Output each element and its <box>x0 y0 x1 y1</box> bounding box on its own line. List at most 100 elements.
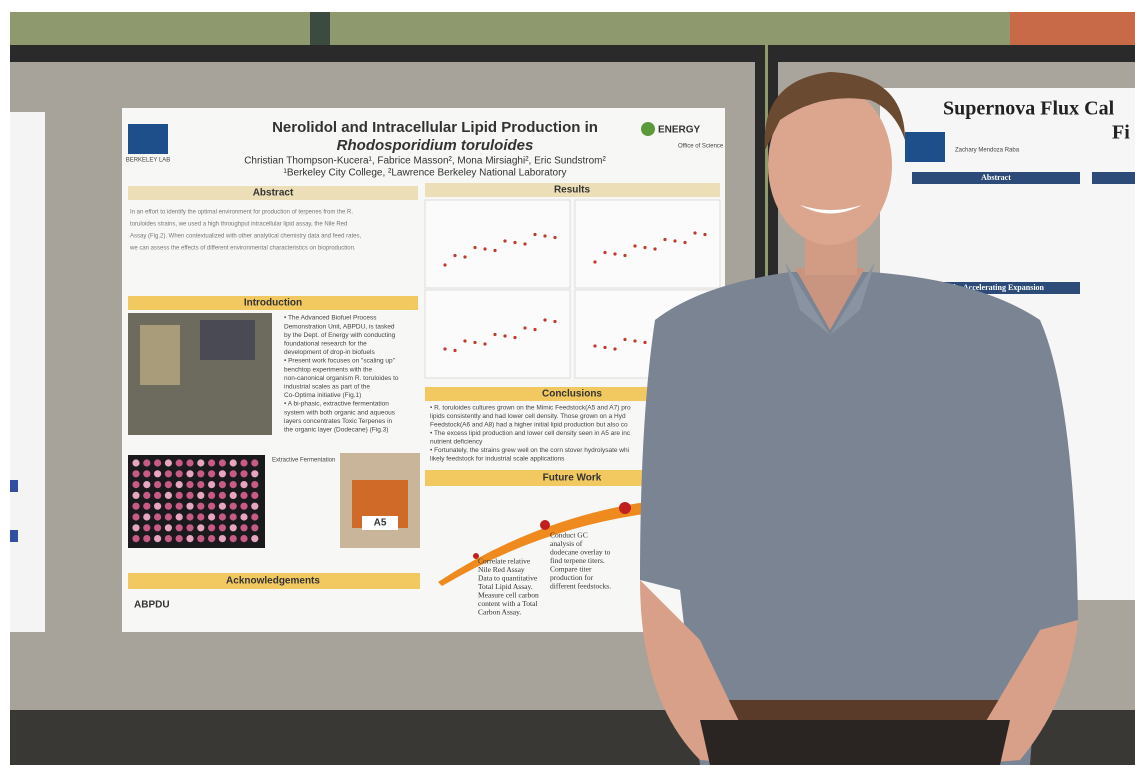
graph-panel <box>574 199 721 289</box>
section-bar <box>912 172 1080 184</box>
graph-dot <box>483 247 487 251</box>
graph-dot <box>553 235 557 240</box>
well <box>132 470 140 478</box>
section-bar <box>128 573 420 589</box>
text: likely feedstock for industrial scale ap… <box>430 456 565 463</box>
text: development of drop-in biofuels <box>284 349 375 356</box>
well <box>251 524 259 532</box>
well <box>197 459 205 467</box>
well <box>186 535 194 543</box>
mark <box>10 480 18 492</box>
well <box>240 470 248 478</box>
text: Carbon Assay. <box>478 608 521 617</box>
well <box>175 481 183 489</box>
text: system with both organic and aqueous <box>284 409 396 416</box>
graph-dot <box>643 340 647 345</box>
text: ENERGY <box>658 125 701 136</box>
text: Demonstration Unit, ABPDU, is tasked <box>284 323 395 330</box>
well <box>186 502 194 510</box>
well <box>132 513 140 521</box>
well <box>175 524 183 532</box>
graph-dot <box>643 245 647 250</box>
pants <box>700 720 1010 765</box>
well <box>229 459 237 467</box>
person <box>640 72 1078 765</box>
well <box>218 502 226 510</box>
well <box>143 470 151 478</box>
well <box>208 481 216 489</box>
text: Rhodosporidium toruloides <box>337 137 534 154</box>
graph-dot <box>463 339 467 343</box>
text: industrial scales as part of the <box>284 384 370 391</box>
graph-dot <box>483 342 487 346</box>
well <box>175 491 183 499</box>
well <box>208 513 216 521</box>
well <box>143 491 151 499</box>
well <box>240 524 248 532</box>
timeline-dot <box>473 553 479 559</box>
text: In an effort to identify the optimal env… <box>130 210 353 216</box>
graph-dot <box>453 348 457 353</box>
graph-dot <box>473 245 477 250</box>
text: Acknowledgements <box>226 576 320 587</box>
well <box>154 535 162 543</box>
text: ABPDU <box>134 600 170 611</box>
text: Supernova Flux Cal <box>943 98 1115 120</box>
text: Office of Science <box>678 144 724 150</box>
text: • A bi-phasic, extractive fermentation <box>284 401 389 408</box>
equipment <box>200 320 255 360</box>
text: production for <box>550 573 594 582</box>
well <box>240 491 248 499</box>
well <box>132 481 140 489</box>
well <box>197 535 205 543</box>
well <box>251 535 259 543</box>
text: dodecane overlay to <box>550 548 611 557</box>
text: Future Work <box>543 473 602 484</box>
section-bar <box>128 296 418 310</box>
text: content with a Total <box>478 599 538 608</box>
well <box>208 524 216 532</box>
text: Nile Red Assay <box>478 565 525 574</box>
well <box>251 459 259 467</box>
graph-dot <box>673 239 677 243</box>
smile <box>800 205 862 214</box>
text: • Fortunately, the strains grew well on … <box>430 447 629 454</box>
text: • The Advanced Biofuel Process <box>284 315 377 322</box>
graph-dot <box>533 327 537 332</box>
well <box>154 491 162 499</box>
well <box>164 502 172 510</box>
well <box>143 459 151 467</box>
graph-dot <box>603 250 607 255</box>
graph-dot <box>523 326 527 330</box>
well <box>175 513 183 521</box>
well <box>218 459 226 467</box>
graph-dot <box>633 244 637 248</box>
timeline-arrow <box>438 500 660 586</box>
well <box>240 535 248 543</box>
text: layers concentrates Toxic Terpenes in <box>284 418 393 425</box>
text: Data to quantitative <box>478 574 538 583</box>
well <box>164 470 172 478</box>
well <box>164 513 172 521</box>
well <box>164 481 172 489</box>
well <box>186 491 194 499</box>
lab-logo <box>905 132 945 162</box>
well <box>218 491 226 499</box>
text: find terpene titers. <box>550 556 605 565</box>
text: • The excess lipid production and lower … <box>430 430 631 437</box>
graph-dot <box>513 335 517 340</box>
well <box>197 513 205 521</box>
well <box>186 470 194 478</box>
text: Christian Thompson-Kucera¹, Fabrice Mass… <box>244 156 606 167</box>
well <box>208 502 216 510</box>
well <box>251 491 259 499</box>
text: nutrient deficiency <box>430 439 483 446</box>
well <box>143 513 151 521</box>
left-poster <box>10 112 45 632</box>
text: Assay (Fig.2). When contextualized with … <box>130 234 361 240</box>
graph-dot <box>633 339 637 343</box>
well <box>175 459 183 467</box>
text: non-canonical organism R. toruloides to <box>284 375 399 382</box>
graph-dot <box>653 247 657 251</box>
graph-dot <box>493 332 497 337</box>
